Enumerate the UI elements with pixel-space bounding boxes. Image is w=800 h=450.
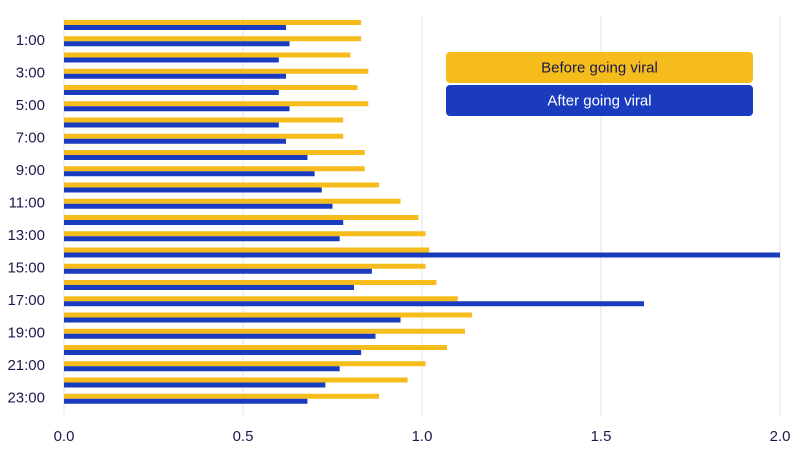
y-tick-label: 23:00 <box>7 390 45 407</box>
y-tick-label: 15:00 <box>7 260 45 277</box>
bar <box>64 263 426 269</box>
bar <box>64 377 408 383</box>
bar <box>64 393 380 399</box>
bar <box>64 138 286 144</box>
bar <box>64 171 315 177</box>
bar <box>64 268 372 274</box>
bar <box>64 203 333 209</box>
x-tick-label: 2.0 <box>770 428 791 445</box>
bar <box>64 122 279 128</box>
bar <box>64 85 358 90</box>
bar <box>64 361 426 367</box>
bar <box>64 301 644 307</box>
bar <box>64 41 290 47</box>
bar <box>64 231 426 237</box>
legend-item: Before going viral <box>446 52 753 83</box>
legend-swatch <box>446 52 753 83</box>
bar <box>64 333 376 339</box>
y-tick-label: 3:00 <box>16 65 45 82</box>
bar <box>64 36 362 42</box>
bar <box>64 198 401 204</box>
bar <box>64 398 308 404</box>
bar <box>64 150 365 155</box>
y-tick-label: 5:00 <box>16 97 45 114</box>
bar <box>64 252 780 258</box>
legend-swatch <box>446 85 753 116</box>
legend-item: After going viral <box>446 85 753 116</box>
x-tick-label: 1.0 <box>412 428 433 445</box>
bar <box>64 328 465 334</box>
y-tick-label: 9:00 <box>16 162 45 179</box>
bar <box>64 52 351 58</box>
bar <box>64 187 322 193</box>
x-tick-label: 0.5 <box>233 428 254 445</box>
bar <box>64 182 380 188</box>
bar <box>64 101 369 107</box>
bar <box>64 285 354 290</box>
bar <box>64 220 344 225</box>
y-tick-label: 21:00 <box>7 357 45 374</box>
bar <box>64 280 437 285</box>
bar <box>64 117 344 123</box>
bar <box>64 20 362 25</box>
bar <box>64 166 365 172</box>
bar <box>64 296 458 302</box>
y-tick-label: 7:00 <box>16 130 45 147</box>
bar <box>64 90 279 95</box>
bar <box>64 73 286 79</box>
y-tick-label: 13:00 <box>7 227 45 244</box>
bar <box>64 133 344 139</box>
bar <box>64 247 430 253</box>
y-tick-label: 19:00 <box>7 325 45 342</box>
x-tick-label: 1.5 <box>591 428 612 445</box>
bar <box>64 68 369 74</box>
bar <box>64 25 286 30</box>
bar <box>64 317 401 323</box>
bar <box>64 215 419 220</box>
y-tick-label: 1:00 <box>16 32 45 49</box>
y-tick-label: 17:00 <box>7 292 45 309</box>
bar <box>64 106 290 112</box>
bar <box>64 155 308 160</box>
x-tick-label: 0.0 <box>54 428 75 445</box>
legend-label: Before going viral <box>541 59 658 76</box>
y-tick-label: 11:00 <box>9 195 45 212</box>
bar <box>64 236 340 242</box>
bar <box>64 350 362 355</box>
bar <box>64 382 326 388</box>
bar <box>64 345 448 350</box>
bar <box>64 57 279 63</box>
bar <box>64 366 340 372</box>
legend-label: After going viral <box>547 92 651 109</box>
bar <box>64 312 473 318</box>
